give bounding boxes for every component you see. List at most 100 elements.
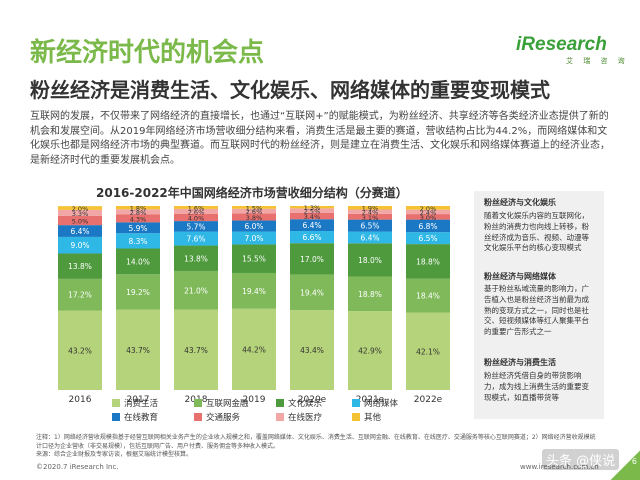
- bar-segment: [406, 244, 450, 279]
- legend-label: 消费生活: [124, 398, 159, 409]
- bar-value-label: 42.1%: [416, 347, 440, 356]
- legend-label: 文化娱乐: [288, 398, 323, 409]
- bar-value-label: 1.6%: [188, 204, 205, 212]
- bar-segment: [232, 272, 276, 309]
- bar-value-label: 13.8%: [184, 254, 208, 263]
- bar-value-label: 18.8%: [358, 290, 382, 299]
- bar-value-label: 2.4%: [362, 209, 379, 217]
- bar-value-label: 19.4%: [300, 288, 324, 297]
- bar-value-label: 4.0%: [188, 214, 205, 222]
- legend-swatch: [352, 399, 360, 407]
- bar-segment: [406, 278, 450, 313]
- bar-value-label: 2.5%: [304, 208, 321, 216]
- bar-value-label: 3.4%: [304, 213, 321, 221]
- bar-segment: [232, 308, 276, 390]
- legend-swatch: [352, 413, 360, 421]
- bar-segment: [58, 253, 102, 279]
- bar-value-label: 17.0%: [300, 255, 324, 264]
- bar-segment: [174, 208, 218, 214]
- bar-value-label: 2.6%: [246, 208, 263, 216]
- x-tick-label: 2017: [127, 395, 150, 405]
- legend-swatch: [194, 399, 202, 407]
- bar-segment: [348, 219, 392, 232]
- bar-value-label: 9.0%: [70, 241, 89, 250]
- x-tick-label: 2020e: [298, 395, 327, 405]
- legend-label: 交通服务: [206, 412, 241, 423]
- side-panel: 粉丝经济与文化娱乐 随着文化娱乐内容的互联网化，粉丝的消费力也向线上转移，粉丝经…: [474, 191, 604, 419]
- bar-segment: [406, 232, 450, 245]
- bar-value-label: 6.5%: [360, 222, 379, 231]
- bar-value-label: 43.4%: [300, 346, 324, 355]
- page-subtitle: 粉丝经济是消费生活、文化娱乐、网络媒体的重要变现模式: [30, 78, 550, 102]
- chart-title: 2016-2022年中国网络经济市场营收细分结构（分赛道）: [96, 186, 408, 200]
- bar-segment: [290, 243, 334, 275]
- bar-value-label: 18.4%: [416, 292, 440, 301]
- bar-value-label: 6.0%: [244, 222, 263, 231]
- bar-segment: [232, 231, 276, 245]
- x-tick-label: 2021e: [356, 395, 385, 405]
- logo-subtext: 艾 瑞 咨 询: [566, 57, 629, 65]
- legend-swatch: [276, 399, 284, 407]
- bar-segment: [174, 245, 218, 271]
- bar-segment: [116, 309, 160, 390]
- bar-segment: [232, 220, 276, 232]
- bar-value-label: 43.2%: [68, 346, 92, 355]
- website: www.iresearch.com.cn: [520, 463, 599, 471]
- logo-text: iResearch: [516, 34, 607, 55]
- bar-segment: [290, 310, 334, 390]
- bar-value-label: 7.0%: [244, 234, 263, 243]
- legend-label: 在线医疗: [288, 412, 323, 423]
- bar-segment: [174, 270, 218, 310]
- bar-segment: [348, 243, 392, 277]
- page-number: 6: [631, 457, 637, 466]
- side-text-media: 基于粉丝私域流量的影响力，广告植入也是粉丝经济当前最为成熟的变现方式之一，同时也…: [484, 284, 589, 337]
- bar-value-label: 18.0%: [358, 256, 382, 265]
- bar-segment: [116, 233, 160, 249]
- bar-segment: [290, 212, 334, 220]
- bar-value-label: 2.0%: [72, 205, 89, 213]
- bar-value-label: 14.0%: [126, 257, 150, 266]
- legend-label: 网络媒体: [364, 398, 399, 409]
- bar-segment: [232, 244, 276, 273]
- side-title-consumer: 粉丝经济与消费生活: [484, 358, 556, 367]
- bar-segment: [348, 206, 392, 210]
- bar-value-label: 5.7%: [186, 222, 205, 231]
- footnote-source: 来源：综合企业财报及专家访谈，根据艾瑞统计模型核算。: [36, 451, 193, 459]
- bar-segment: [58, 215, 102, 226]
- bar-segment: [406, 312, 450, 390]
- bar-segment: [58, 310, 102, 390]
- bar-value-label: 6.4%: [360, 233, 379, 242]
- bar-segment: [348, 311, 392, 390]
- side-title-culture: 粉丝经济与文化娱乐: [484, 198, 556, 207]
- bar-segment: [348, 276, 392, 312]
- bar-value-label: 3.3%: [72, 210, 89, 218]
- bar-value-label: 2.4%: [420, 209, 437, 217]
- bar-segment: [58, 236, 102, 254]
- bar-value-label: 2.8%: [130, 209, 147, 217]
- bar-value-label: 13.8%: [68, 262, 92, 271]
- bar-value-label: 43.7%: [184, 346, 208, 355]
- bar-value-label: 43.7%: [126, 346, 150, 355]
- legend-label: 其他: [364, 412, 382, 423]
- bar-value-label: 6.5%: [418, 234, 437, 243]
- bar-value-label: 42.9%: [358, 347, 382, 356]
- bar-value-label: 1.9%: [362, 205, 379, 213]
- bar-value-label: 3.8%: [246, 214, 263, 222]
- bar-segment: [174, 213, 218, 222]
- bar-segment: [116, 209, 160, 215]
- bar-segment: [116, 248, 160, 275]
- side-title-media: 粉丝经济与网络媒体: [484, 272, 556, 281]
- bar-value-label: 1.8%: [130, 205, 147, 213]
- bar-value-label: 7.6%: [186, 235, 205, 244]
- bar-value-label: 19.2%: [126, 288, 150, 297]
- bar-value-label: 15.5%: [242, 255, 266, 264]
- bar-segment: [348, 231, 392, 244]
- bar-segment: [290, 231, 334, 244]
- bar-segment: [290, 274, 334, 311]
- iresearch-logo: iResearch 艾 瑞 咨 询: [516, 34, 625, 65]
- bar-value-label: 3.0%: [420, 214, 437, 222]
- bar-segment: [406, 209, 450, 215]
- bar-value-label: 6.6%: [302, 233, 321, 242]
- bar-segment: [232, 208, 276, 214]
- legend-swatch: [276, 413, 284, 421]
